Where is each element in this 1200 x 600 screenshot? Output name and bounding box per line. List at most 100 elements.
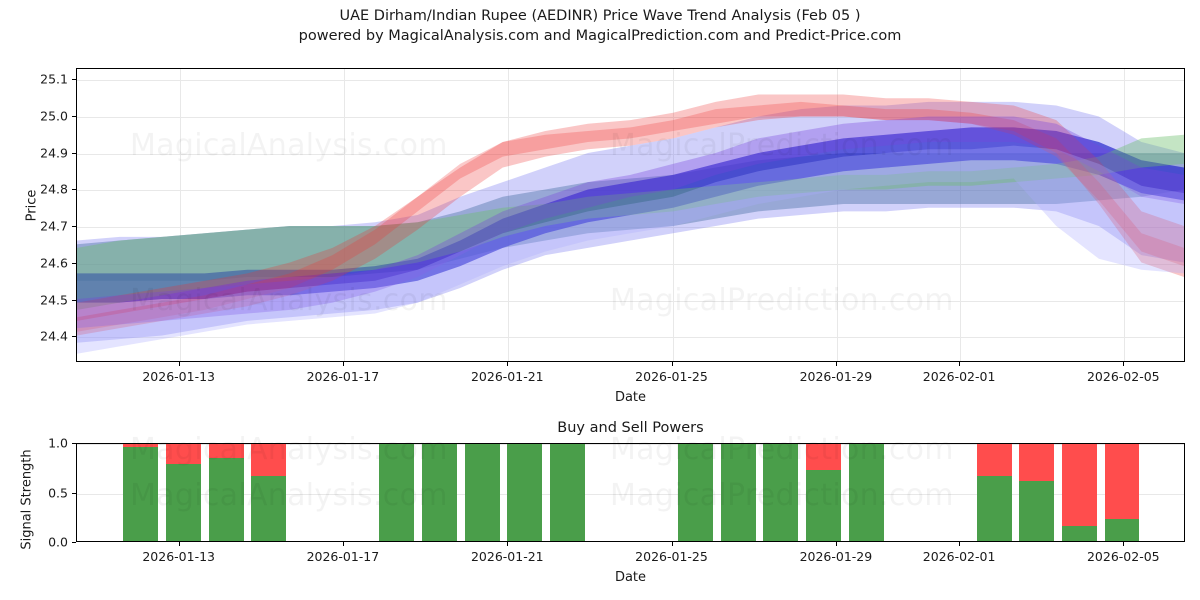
sell-power-bar bbox=[805, 444, 841, 470]
powers-ytick-label-0: 0.0 bbox=[48, 534, 68, 550]
price-gridline-h-3 bbox=[77, 227, 1184, 228]
price-ytick-label-1: 24.5 bbox=[40, 292, 68, 308]
price-xtick-label-4: 2026-01-29 bbox=[799, 369, 873, 384]
price-xtick-label-2: 2026-01-21 bbox=[470, 369, 544, 384]
powers-xtick-mark-6 bbox=[1123, 542, 1125, 546]
powers-ytick-mark-2 bbox=[72, 443, 76, 444]
powers-xtick-label-1: 2026-01-17 bbox=[306, 549, 380, 564]
price-gridline-h-2 bbox=[77, 263, 1184, 265]
band-red-upper-band bbox=[77, 94, 1184, 336]
price-ytick-label-2: 24.6 bbox=[40, 255, 68, 271]
price-xtick-mark-3 bbox=[671, 362, 673, 366]
price-xtick-label-6: 2026-02-05 bbox=[1086, 369, 1160, 384]
powers-xtick-label-2: 2026-01-21 bbox=[470, 549, 544, 564]
powers-xtick-mark-0 bbox=[178, 542, 180, 546]
buy-power-bar bbox=[550, 444, 585, 541]
powers-subplot-title: Buy and Sell Powers bbox=[557, 420, 704, 436]
price-ytick-mark-2 bbox=[72, 262, 76, 264]
price-ytick-label-4: 24.8 bbox=[40, 181, 68, 197]
sell-power-bar bbox=[208, 444, 244, 458]
powers-xtick-label-4: 2026-01-29 bbox=[799, 549, 873, 564]
powers-xtick-mark-3 bbox=[671, 542, 673, 546]
price-ytick-mark-5 bbox=[72, 152, 76, 154]
price-band-layers bbox=[77, 94, 1184, 354]
band-violet-band bbox=[77, 116, 1184, 329]
price-ytick-label-5: 24.9 bbox=[40, 145, 68, 161]
buy-power-bar bbox=[1061, 526, 1097, 541]
price-gridline-v-4 bbox=[836, 69, 838, 361]
price-y-axis-label: Price bbox=[24, 189, 40, 222]
sell-power-bar bbox=[1061, 444, 1097, 527]
sell-power-bar bbox=[166, 444, 202, 464]
sell-power-bar bbox=[1019, 444, 1055, 481]
price-xtick-label-1: 2026-01-17 bbox=[306, 369, 380, 384]
buy-power-bar bbox=[677, 444, 713, 541]
chart-subtitle: powered by MagicalAnalysis.com and Magic… bbox=[298, 28, 902, 44]
price-xtick-mark-4 bbox=[835, 362, 837, 366]
price-gridline-v-2 bbox=[508, 69, 510, 361]
price-gridline-v-3 bbox=[672, 69, 674, 361]
band-pale-blue-band bbox=[77, 145, 1184, 354]
price-gridline-v-1 bbox=[343, 69, 345, 361]
price-xtick-mark-0 bbox=[178, 362, 180, 366]
band-green-band bbox=[77, 134, 1184, 310]
price-xtick-label-3: 2026-01-25 bbox=[635, 369, 708, 384]
band-core-blue-band bbox=[77, 127, 1184, 303]
buy-power-bar bbox=[1019, 480, 1055, 541]
powers-x-axis-label: Date bbox=[614, 570, 647, 585]
powers-gridline-h-2 bbox=[77, 444, 1184, 445]
powers-xtick-label-6: 2026-02-05 bbox=[1086, 549, 1160, 564]
powers-xtick-label-3: 2026-01-25 bbox=[635, 549, 708, 564]
price-gridline-v-0 bbox=[179, 69, 181, 361]
powers-ytick-label-1: 0.5 bbox=[48, 485, 68, 500]
buy-power-bar bbox=[720, 444, 756, 541]
band-red-inner-band bbox=[77, 101, 1184, 332]
price-ytick-label-7: 25.1 bbox=[40, 71, 68, 87]
buy-power-bar bbox=[251, 475, 287, 541]
powers-xtick-label-0: 2026-01-13 bbox=[142, 549, 216, 564]
buy-power-bar bbox=[166, 463, 202, 541]
price-ytick-label-3: 24.7 bbox=[40, 218, 68, 234]
buy-power-bar bbox=[507, 444, 543, 541]
sell-power-bar bbox=[976, 444, 1012, 476]
price-gridline-h-7 bbox=[77, 80, 1184, 81]
price-gridline-h-6 bbox=[77, 116, 1184, 118]
price-gridline-v-6 bbox=[1124, 69, 1126, 361]
price-ytick-mark-4 bbox=[72, 189, 76, 191]
price-ytick-mark-6 bbox=[72, 115, 76, 117]
price-x-axis-label: Date bbox=[614, 390, 647, 405]
powers-xtick-mark-1 bbox=[342, 542, 344, 546]
powers-ytick-label-2: 1.0 bbox=[48, 435, 68, 451]
price-gridline-h-0 bbox=[77, 337, 1184, 339]
price-xtick-mark-2 bbox=[507, 362, 509, 366]
powers-xtick-mark-5 bbox=[959, 542, 961, 546]
buy-power-bar bbox=[763, 444, 799, 541]
price-gridline-h-1 bbox=[77, 300, 1184, 302]
price-xtick-label-5: 2026-02-01 bbox=[922, 369, 996, 384]
chart-title: UAE Dirham/Indian Rupee (AEDINR) Price W… bbox=[339, 8, 861, 24]
powers-xtick-label-5: 2026-02-01 bbox=[922, 549, 996, 564]
buy-power-bar bbox=[464, 444, 500, 541]
price-xtick-mark-1 bbox=[342, 362, 344, 366]
price-ytick-mark-7 bbox=[72, 79, 76, 80]
price-xtick-mark-5 bbox=[959, 362, 961, 366]
sell-power-bar bbox=[251, 444, 287, 476]
powers-y-axis-label: Signal Strength bbox=[19, 449, 35, 550]
price-ytick-mark-1 bbox=[72, 299, 76, 301]
buy-power-bar bbox=[422, 444, 458, 541]
price-gridline-v-5 bbox=[960, 69, 962, 361]
powers-ytick-mark-0 bbox=[72, 542, 76, 543]
buy-power-bar bbox=[976, 475, 1012, 541]
buy-sell-powers-plot bbox=[76, 443, 1185, 542]
buy-power-bar bbox=[1104, 519, 1140, 541]
price-wave-plot bbox=[76, 68, 1185, 362]
sell-power-bar bbox=[123, 444, 159, 447]
buy-power-bar bbox=[208, 457, 244, 541]
price-ytick-mark-3 bbox=[72, 226, 76, 227]
powers-gridline-h-1 bbox=[77, 493, 1184, 495]
powers-xtick-mark-4 bbox=[835, 542, 837, 546]
powers-ytick-mark-1 bbox=[72, 492, 76, 494]
powers-xtick-mark-2 bbox=[507, 542, 509, 546]
buy-power-bar bbox=[848, 444, 884, 541]
price-ytick-mark-0 bbox=[72, 336, 76, 338]
